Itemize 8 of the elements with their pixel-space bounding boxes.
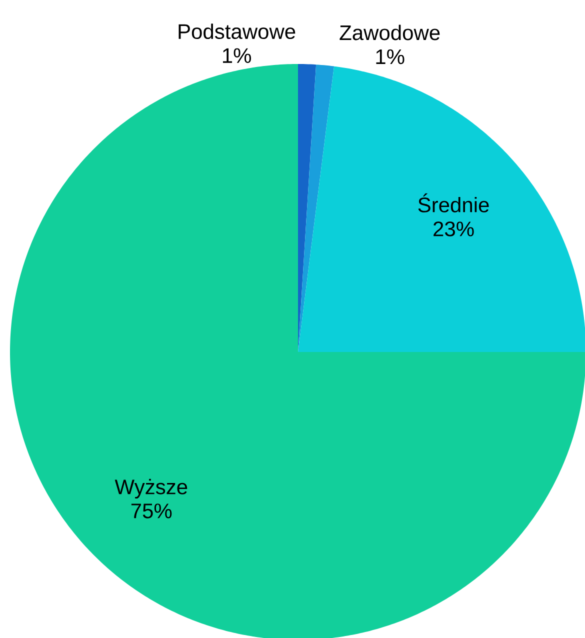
data-label: 23% — [434, 222, 474, 236]
slice-label: Podstawowe — [178, 24, 296, 40]
data-label: 1% — [376, 49, 404, 64]
slice-label: Zawodowe — [340, 24, 440, 40]
data-label: 75% — [131, 504, 172, 518]
slice-label: Wyższe — [114, 478, 188, 498]
data-label: 1% — [222, 48, 251, 63]
slice-label: Średnie — [418, 193, 489, 212]
